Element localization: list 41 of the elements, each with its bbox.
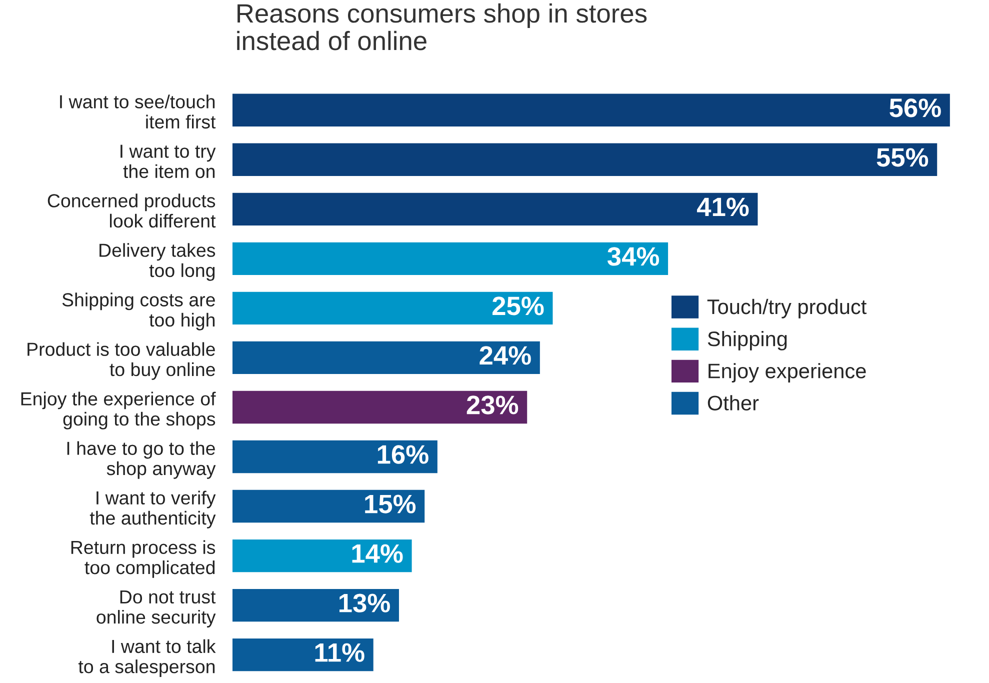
- y-tick-label: Return process is too complicated: [71, 540, 216, 578]
- legend-label: Enjoy experience: [708, 363, 866, 383]
- data-label: 16%: [378, 445, 428, 464]
- data-label: 13%: [339, 594, 390, 612]
- y-tick-label: Product is too valuable to buy online: [28, 342, 215, 380]
- bar: [232, 440, 438, 474]
- bar: [232, 242, 668, 276]
- bar: [232, 94, 950, 126]
- legend-label: Shipping: [708, 331, 787, 350]
- bar: [232, 143, 938, 176]
- bar: [232, 539, 412, 572]
- data-label: 55%: [876, 148, 928, 167]
- data-label: 56%: [890, 98, 941, 118]
- y-tick-label: Shipping costs are too high: [62, 292, 215, 330]
- y-tick-label: I have to go to the shop anyway: [67, 441, 216, 479]
- y-tick-label: I want to try the item on: [120, 144, 216, 178]
- y-tick-label: I want to talk to a salesperson: [78, 639, 216, 677]
- bar: [232, 341, 540, 374]
- data-label: 11%: [315, 643, 364, 662]
- data-label: 25%: [492, 296, 544, 316]
- bar: [232, 638, 374, 672]
- data-label: 14%: [352, 544, 403, 563]
- y-tick-label: I want to verify the authenticity: [90, 490, 216, 528]
- y-tick-label: Delivery takes too long: [100, 243, 216, 281]
- data-label: 23%: [466, 396, 518, 414]
- y-tick-label: I want to see/touch item first: [60, 94, 216, 129]
- bar: [232, 390, 528, 424]
- chart-title: Reasons consumers shop in stores instead of online: [237, 3, 647, 50]
- data-label: 24%: [480, 346, 531, 365]
- legend-label: Touch/try product: [707, 298, 867, 318]
- data-label: 34%: [608, 247, 660, 266]
- data-label: 15%: [365, 494, 416, 514]
- y-tick-label: Concerned products look different: [48, 194, 216, 228]
- legend-label: Other: [708, 395, 759, 410]
- y-tick-label: Do not trust online security: [96, 590, 216, 628]
- y-tick-label: Enjoy the experience of going to the shops: [21, 392, 216, 430]
- bar: [232, 192, 758, 226]
- bar: [232, 490, 425, 523]
- bar: [232, 292, 553, 325]
- data-label: 41%: [696, 198, 749, 216]
- bar: [232, 588, 399, 622]
